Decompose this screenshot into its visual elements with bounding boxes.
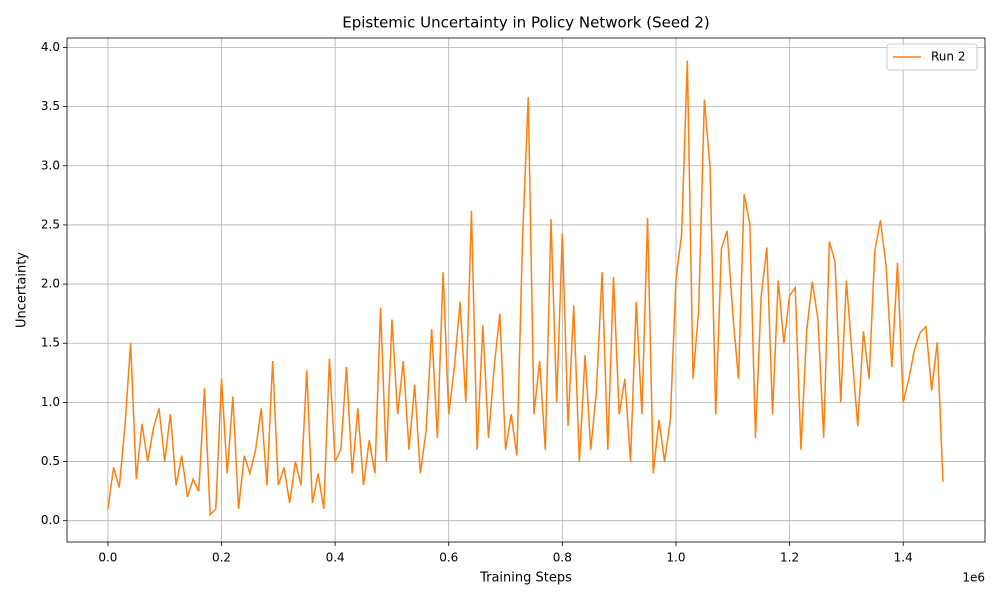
y-tick-label: 0.5 xyxy=(41,454,60,468)
x-tick-label: 1.2 xyxy=(780,551,799,565)
y-tick-label: 0.0 xyxy=(41,513,60,527)
y-tick-label: 1.0 xyxy=(41,395,60,409)
y-tick-label: 2.5 xyxy=(41,217,60,231)
x-offset-label: 1e6 xyxy=(962,571,985,585)
x-tick-label: 1.4 xyxy=(894,551,913,565)
legend-label: Run 2 xyxy=(931,50,965,64)
line-series xyxy=(107,60,944,517)
plot-frame xyxy=(66,37,986,543)
x-axis-label: Training Steps xyxy=(479,571,572,586)
x-tick-label: 0.0 xyxy=(98,551,117,565)
legend: Run 2 xyxy=(886,43,978,71)
x-tick-label: 0.2 xyxy=(212,551,231,565)
y-tick-label: 2.0 xyxy=(41,277,60,291)
x-tick-label: 0.6 xyxy=(439,551,458,565)
x-tick-label: 0.8 xyxy=(553,551,572,565)
x-tick-label: 0.4 xyxy=(326,551,345,565)
y-axis-label: Uncertainty xyxy=(15,252,30,328)
x-tick-label: 1.0 xyxy=(666,551,685,565)
y-tick-label: 3.5 xyxy=(41,99,60,113)
y-tick-label: 1.5 xyxy=(41,336,60,350)
chart-title: Epistemic Uncertainty in Policy Network … xyxy=(342,14,710,32)
legend-box xyxy=(886,43,978,71)
y-tick-label: 3.0 xyxy=(41,158,60,172)
y-tick-label: 4.0 xyxy=(41,40,60,54)
